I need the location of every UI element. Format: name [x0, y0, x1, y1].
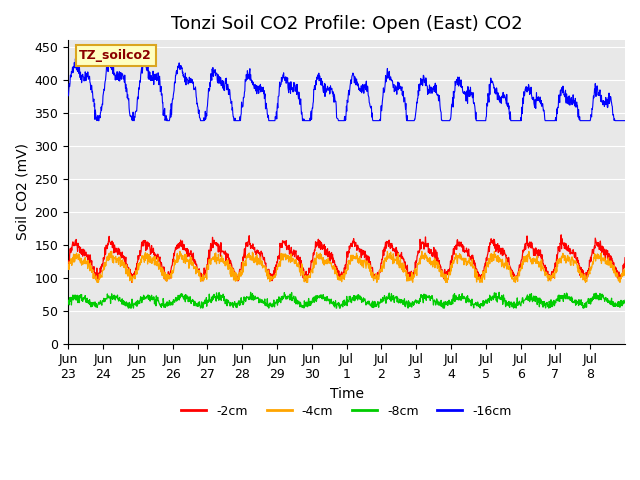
Text: TZ_soilco2: TZ_soilco2 [79, 49, 152, 62]
Y-axis label: Soil CO2 (mV): Soil CO2 (mV) [15, 144, 29, 240]
X-axis label: Time: Time [330, 387, 364, 401]
Title: Tonzi Soil CO2 Profile: Open (East) CO2: Tonzi Soil CO2 Profile: Open (East) CO2 [171, 15, 522, 33]
Legend: -2cm, -4cm, -8cm, -16cm: -2cm, -4cm, -8cm, -16cm [177, 399, 516, 422]
